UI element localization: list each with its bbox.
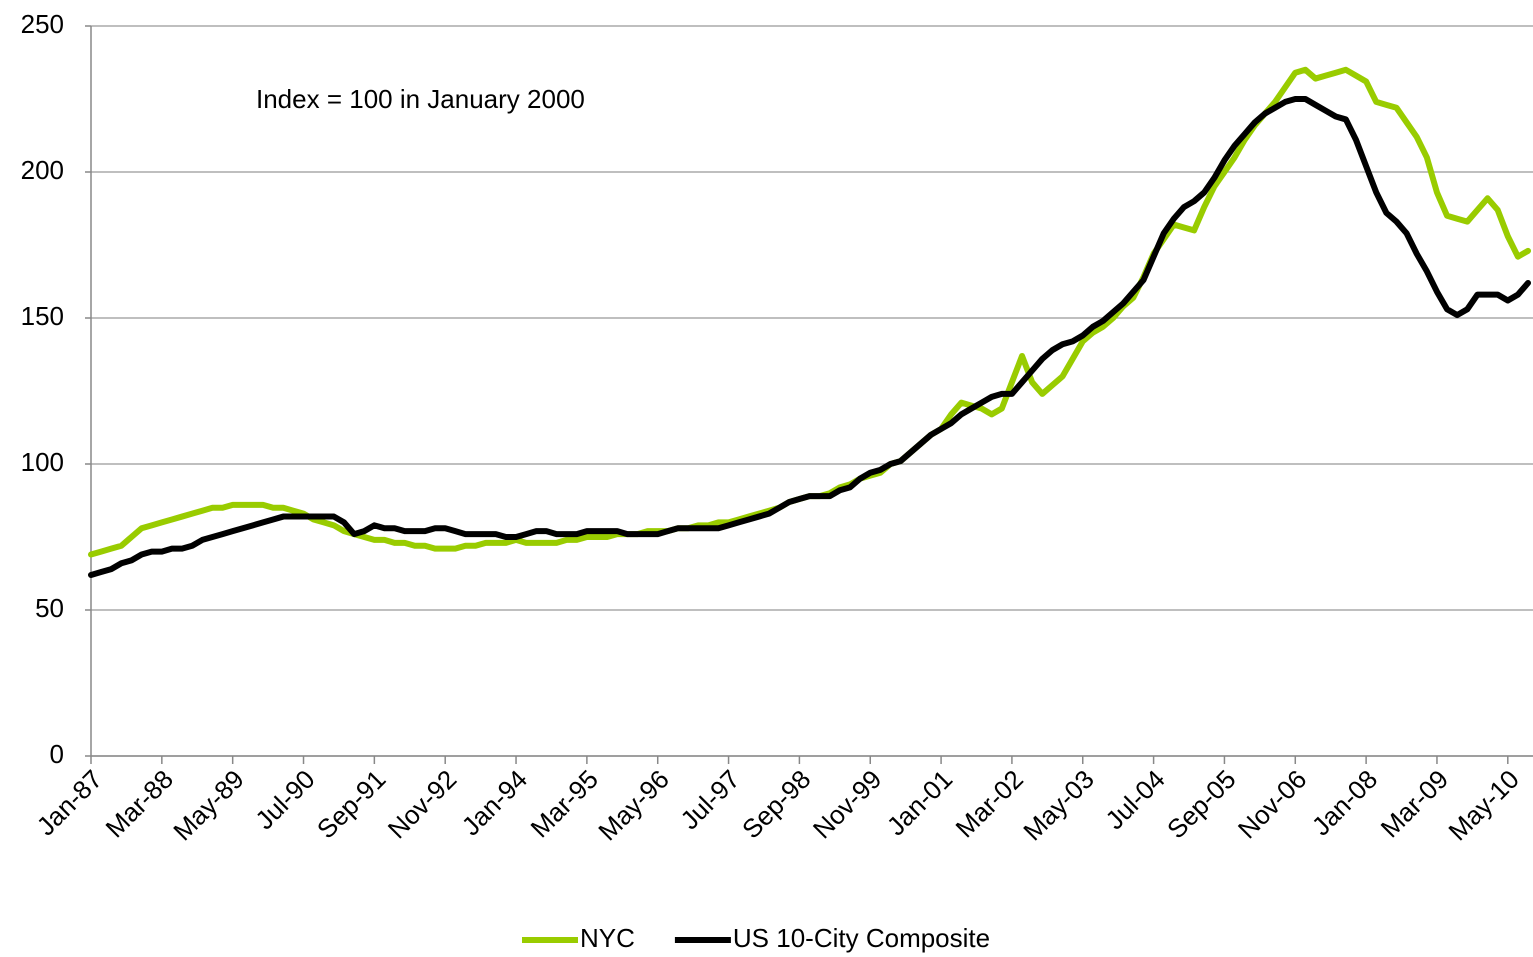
x-tick-label: Nov-92 — [382, 764, 462, 844]
x-tick-label: Mar-09 — [1375, 764, 1454, 843]
y-tick-label: 250 — [21, 9, 64, 39]
x-tick-label: Jul-90 — [249, 764, 320, 835]
x-tick-label: Jan-08 — [1306, 764, 1383, 841]
legend: NYC US 10-City Composite — [522, 923, 990, 953]
x-tick-label: Nov-06 — [1232, 764, 1312, 844]
x-tick-label: Nov-99 — [807, 764, 887, 844]
x-tick-label: Sep-91 — [311, 764, 391, 844]
x-tick-label: Jan-94 — [456, 764, 533, 841]
legend-label: US 10-City Composite — [733, 923, 990, 953]
y-tick-label: 150 — [21, 301, 64, 331]
x-tick-label: Mar-88 — [99, 764, 178, 843]
y-tick-label: 100 — [21, 447, 64, 477]
x-tick-label: Jul-97 — [674, 764, 745, 835]
x-tick-label: May-03 — [1017, 764, 1100, 847]
x-tick-label: Jan-01 — [881, 764, 958, 841]
x-tick-label: May-89 — [167, 764, 250, 847]
annotation: Index = 100 in January 2000 — [256, 84, 585, 114]
series-line — [88, 66, 1532, 558]
x-tick-label: May-96 — [592, 764, 675, 847]
series-line — [88, 96, 1532, 578]
x-tick-label: Jan-87 — [31, 764, 108, 841]
y-tick-label: 50 — [35, 593, 64, 623]
x-tick-label: Mar-02 — [950, 764, 1029, 843]
x-tick-label: May-10 — [1442, 764, 1525, 847]
x-tick-label: Jul-04 — [1099, 764, 1170, 835]
x-tick-label: Mar-95 — [525, 764, 604, 843]
grid — [91, 25, 1533, 757]
legend-label: NYC — [580, 923, 635, 953]
x-tick-label: Sep-98 — [736, 764, 816, 844]
x-tick-label: Sep-05 — [1161, 764, 1241, 844]
y-tick-label: 0 — [50, 739, 64, 769]
y-tick-label: 200 — [21, 155, 64, 185]
